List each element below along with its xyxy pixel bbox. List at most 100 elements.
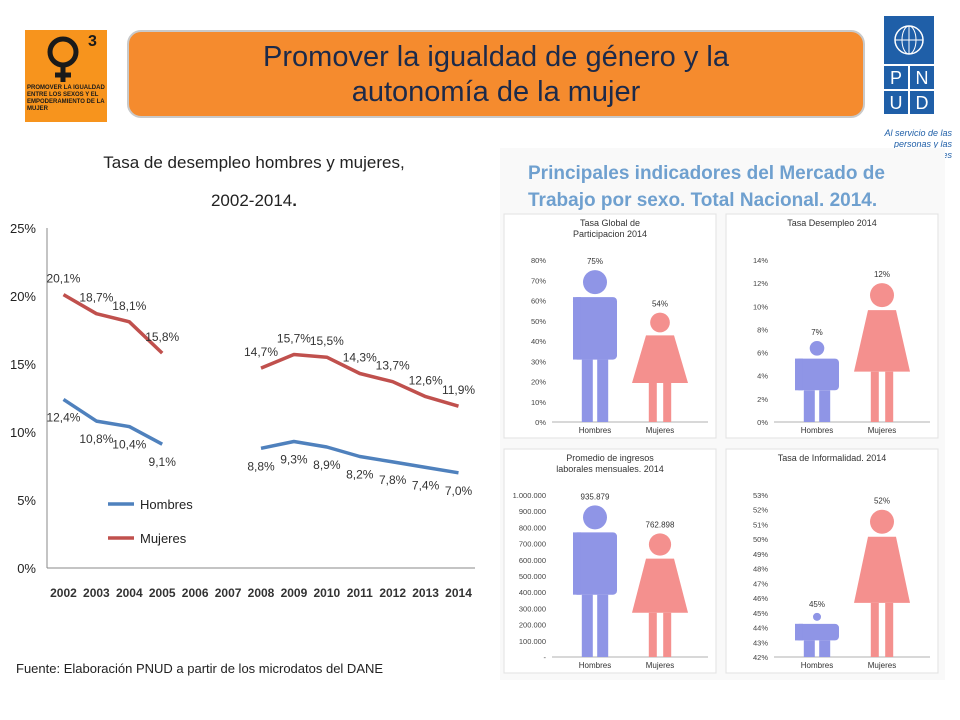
- legend-label: Mujeres: [140, 531, 187, 546]
- info-category-label: Hombres: [579, 426, 611, 435]
- data-label: 8,2%: [346, 467, 374, 481]
- data-label: 12,6%: [409, 374, 443, 388]
- person-head: [813, 612, 821, 621]
- info-y-tick: 46%: [753, 594, 768, 603]
- person-head: [870, 283, 894, 308]
- infographic-title: Principales indicadores del Mercado de T…: [528, 163, 885, 211]
- info-y-tick: 4%: [757, 372, 768, 381]
- x-tick-label: 2006: [182, 586, 209, 600]
- info-y-tick: 53%: [753, 491, 768, 500]
- info-y-tick: 44%: [753, 624, 768, 633]
- title-banner: Promover la igualdad de género y la auto…: [127, 30, 865, 118]
- info-y-tick: 0%: [757, 418, 768, 427]
- data-label: 9,1%: [149, 455, 177, 469]
- info-value-label: 935.879: [581, 492, 610, 501]
- y-tick-label: 5%: [17, 493, 36, 508]
- leg: [663, 612, 672, 657]
- y-tick-label: 10%: [10, 425, 36, 440]
- leg: [870, 371, 879, 422]
- x-tick-label: 2010: [313, 586, 340, 600]
- arm: [573, 297, 581, 360]
- page-title-line2: autonomía de la mujer: [351, 76, 641, 108]
- info-y-tick: 49%: [753, 550, 768, 559]
- data-label: 8,9%: [313, 458, 341, 472]
- data-label: 7,0%: [445, 484, 473, 498]
- arm: [573, 532, 581, 595]
- info-category-label: Mujeres: [646, 661, 674, 670]
- info-value-label: 7%: [811, 328, 823, 337]
- info-value-label: 54%: [652, 300, 668, 309]
- info-y-tick: 300.000: [519, 604, 546, 613]
- leg: [819, 640, 831, 657]
- x-tick-label: 2012: [379, 586, 406, 600]
- info-y-tick: 1.000.000: [513, 491, 546, 500]
- pnud-letter-box: [884, 91, 908, 114]
- info-y-tick: 51%: [753, 520, 768, 529]
- data-label: 10,8%: [79, 432, 113, 446]
- leg: [597, 359, 609, 422]
- pnud-letter-box: [910, 91, 934, 114]
- series-line-hombres: [260, 439, 459, 475]
- info-y-tick: 48%: [753, 565, 768, 574]
- legend-label: Hombres: [140, 497, 193, 512]
- x-tick-label: 2014: [445, 586, 472, 600]
- info-category-label: Hombres: [801, 426, 833, 435]
- pnud-letter-box: [910, 66, 934, 89]
- info-y-tick: 52%: [753, 506, 768, 515]
- mdg-caption: PROMOVER LA IGUALDAD ENTRE LOS SEXOS Y E…: [27, 85, 105, 112]
- info-category-label: Mujeres: [868, 661, 896, 670]
- info-y-tick: 42%: [753, 653, 768, 662]
- info-value-label: 52%: [874, 497, 890, 506]
- source-note: Fuente: Elaboración PNUD a partir de los…: [16, 661, 384, 676]
- info-y-tick: 700.000: [519, 540, 546, 549]
- leg: [648, 382, 657, 422]
- y-tick-label: 0%: [17, 561, 36, 576]
- page-title: Promover la igualdad de género y la auto…: [129, 40, 863, 110]
- leg: [648, 612, 657, 657]
- torso: [573, 297, 617, 360]
- info-value-label: 45%: [809, 600, 825, 609]
- info-panel-title: Tasa Global de: [580, 218, 640, 228]
- info-value-label: 762.898: [646, 520, 675, 529]
- info-value-label: 12%: [874, 270, 890, 279]
- data-label: 14,7%: [244, 345, 278, 359]
- x-tick-label: 2004: [116, 586, 143, 600]
- info-y-tick: 30%: [531, 357, 546, 366]
- leg: [885, 371, 894, 422]
- info-y-tick: 43%: [753, 638, 768, 647]
- mdg-number: 3: [88, 33, 97, 50]
- x-tick-label: 2003: [83, 586, 110, 600]
- info-y-tick: 600.000: [519, 556, 546, 565]
- data-label: 12,4%: [46, 410, 80, 424]
- info-y-tick: 70%: [531, 276, 546, 285]
- info-value-label: 75%: [587, 257, 603, 266]
- chart-title-line2: 2002-2014: [210, 191, 293, 210]
- leg: [663, 382, 672, 422]
- x-tick-label: 2011: [347, 586, 373, 600]
- info-y-tick: -: [544, 653, 547, 662]
- data-label: 10,4%: [112, 438, 146, 452]
- info-panel-title: Tasa de Informalidad. 2014: [778, 453, 887, 463]
- info-category-label: Hombres: [579, 661, 611, 670]
- data-label: 9,3%: [280, 453, 308, 467]
- pnud-letter: U: [890, 93, 903, 113]
- x-tick-label: 2005: [149, 586, 176, 600]
- info-y-tick: 45%: [753, 609, 768, 618]
- info-panel-title: laborales mensuales. 2014: [556, 464, 664, 474]
- data-label: 15,5%: [310, 334, 344, 348]
- info-y-tick: 10%: [753, 302, 768, 311]
- pnud-letter: D: [916, 93, 929, 113]
- mdg3-logo: [25, 30, 107, 122]
- info-y-tick: 8%: [757, 325, 768, 334]
- x-tick-label: 2009: [281, 586, 308, 600]
- info-category-label: Mujeres: [868, 426, 896, 435]
- y-tick-label: 25%: [10, 221, 36, 236]
- info-panel-2: Tasa Desempleo 2014 0% 2% 4% 6% 8% 10% 12% 14% 7%…: [725, 213, 939, 439]
- info-y-tick: 80%: [531, 256, 546, 265]
- leg: [885, 602, 894, 657]
- data-label: 14,3%: [343, 351, 377, 365]
- arm: [795, 358, 803, 391]
- torso: [795, 623, 839, 641]
- info-y-tick: 40%: [531, 337, 546, 346]
